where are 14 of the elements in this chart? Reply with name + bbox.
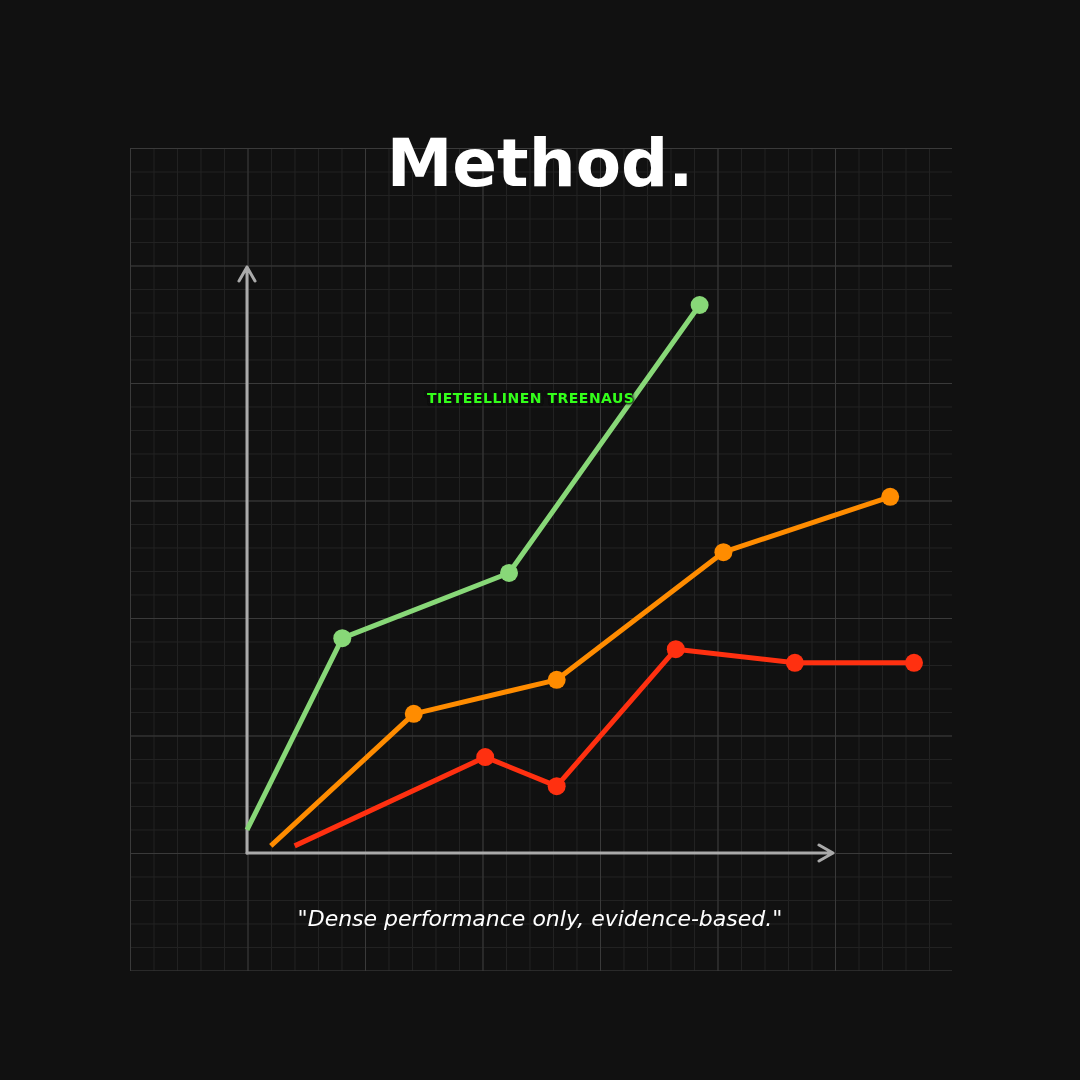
text: "Dense performance only, evidence-based." <box>296 906 784 931</box>
point <box>690 296 709 314</box>
point <box>714 543 733 562</box>
point <box>905 653 923 672</box>
point <box>476 748 495 767</box>
point <box>666 640 685 659</box>
point <box>500 563 519 582</box>
point <box>785 653 804 672</box>
point <box>333 629 352 648</box>
point <box>404 704 423 723</box>
point <box>881 487 900 506</box>
point <box>547 777 566 796</box>
point <box>547 670 566 689</box>
chart-title: Method. <box>385 125 695 202</box>
